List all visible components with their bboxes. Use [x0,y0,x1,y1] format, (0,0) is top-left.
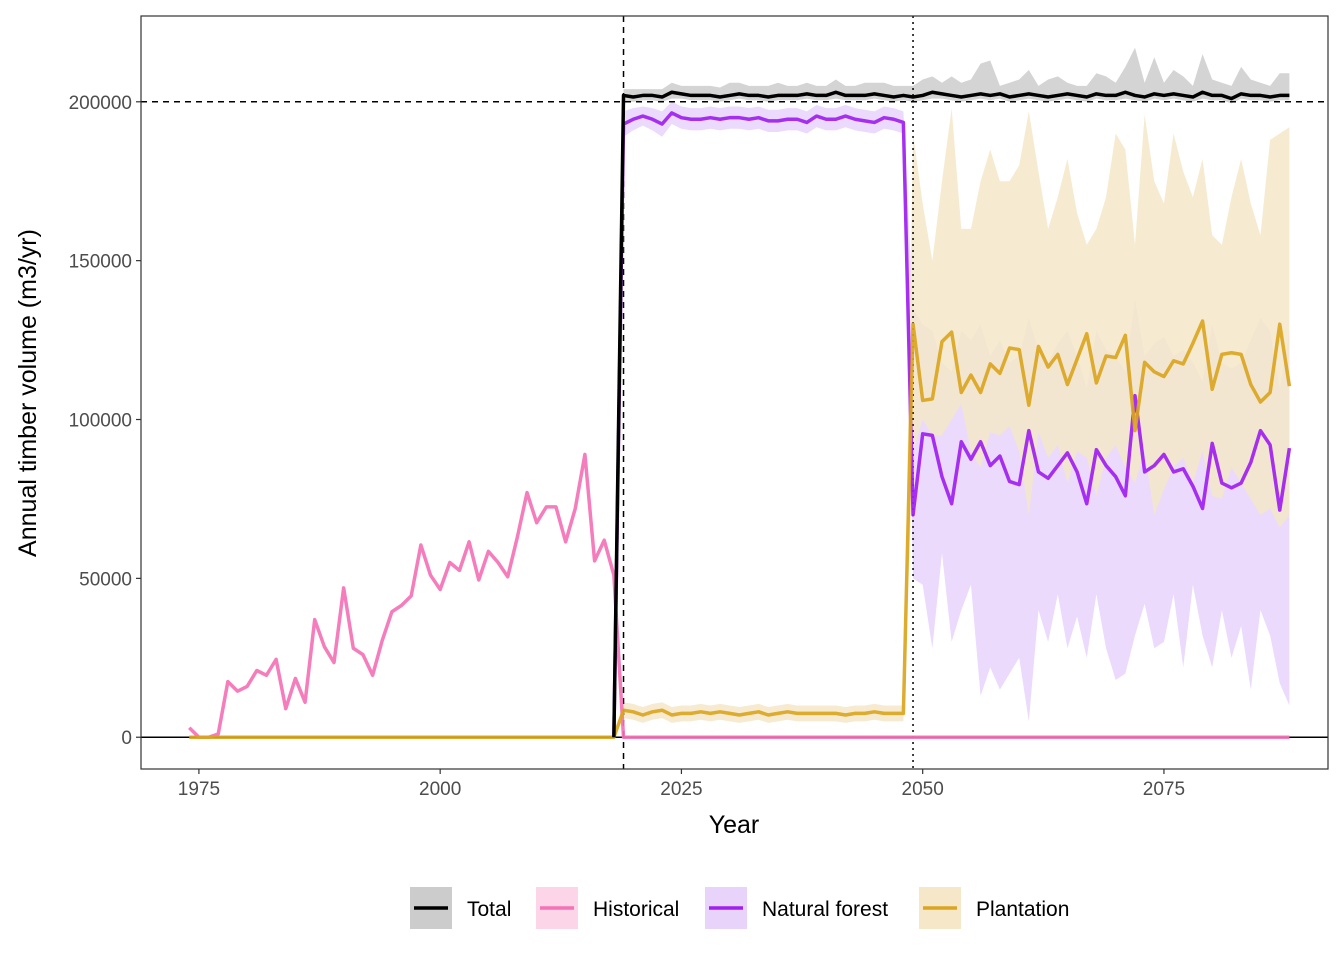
x-tick-label: 2075 [1143,779,1185,800]
plantation-band [189,108,1290,738]
x-axis: 1975 2000 2025 2050 2075 [178,769,1185,800]
x-tick-label: 1975 [178,779,220,800]
legend-label-plantation: Plantation [976,898,1069,921]
y-axis-title: Annual timber volume (m3/yr) [14,229,42,557]
legend-label-natural-forest: Natural forest [762,898,888,921]
legend-item-total: Total [410,887,511,929]
natural-forest-band [613,101,1290,738]
natural-forest-line [612,111,1292,738]
legend-item-historical: Historical [536,887,679,929]
y-axis: 0 50000 100000 150000 200000 [69,93,141,749]
x-tick-label: 2000 [419,779,461,800]
series-lines [188,90,1292,739]
legend-label-historical: Historical [593,898,679,921]
y-tick-label: 100000 [69,411,132,432]
x-tick-label: 2025 [660,779,702,800]
legend: Total Historical Natural forest Plantation [410,887,1069,929]
legend-item-plantation: Plantation [919,887,1069,929]
x-axis-title: Year [709,811,760,839]
x-tick-label: 2050 [902,779,944,800]
legend-item-natural-forest: Natural forest [705,887,888,929]
y-tick-label: 50000 [79,569,132,590]
plot-panel-border [140,15,1329,770]
legend-label-total: Total [467,898,511,921]
y-tick-label: 150000 [69,252,132,273]
plantation-line [189,319,1292,739]
confidence-bands [189,47,1290,738]
total-line [612,90,1290,738]
y-tick-label: 200000 [69,93,132,114]
y-tick-label: 0 [121,728,132,749]
